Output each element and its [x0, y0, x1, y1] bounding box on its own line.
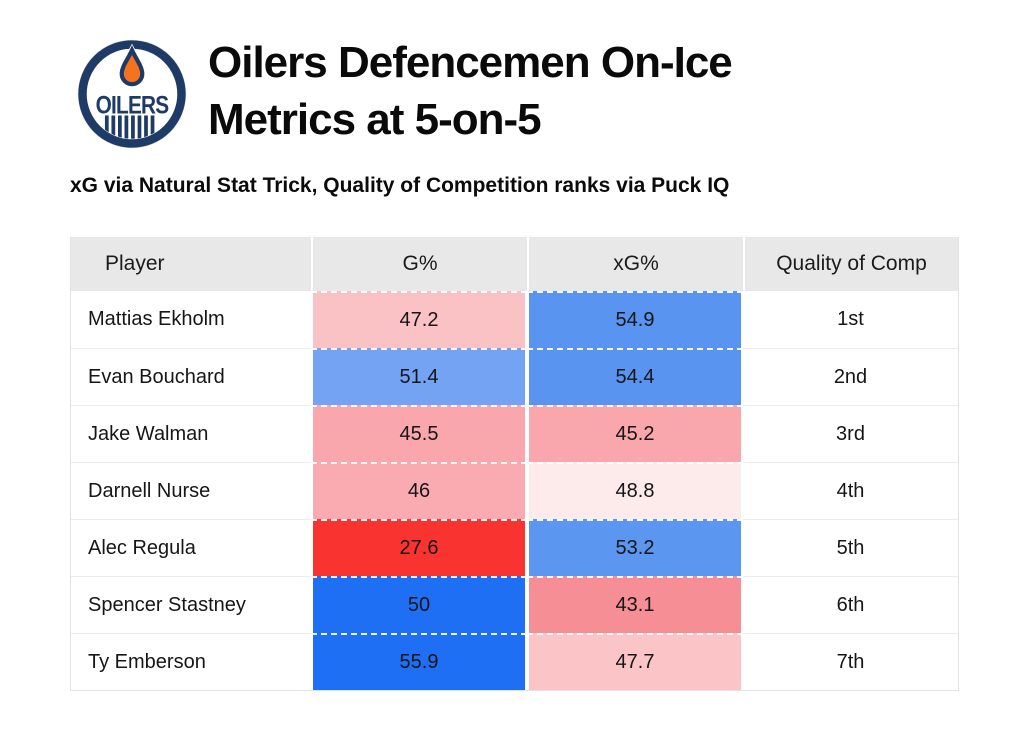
player-name: Mattias Ekholm — [88, 308, 225, 330]
g-pct-cell: 47.2 — [311, 291, 527, 348]
g-pct-cell: 55.9 — [311, 633, 527, 690]
quality-rank: 2nd — [743, 348, 958, 405]
g-pct-cell: 46 — [311, 462, 527, 519]
table-row: Jake Walman 45.5 45.2 3rd — [71, 405, 958, 462]
player-name: Darnell Nurse — [71, 462, 311, 519]
g-pct-cell: 45.5 — [311, 405, 527, 462]
xg-pct-cell: 45.2 — [527, 405, 743, 462]
page-title: Oilers Defencemen On-Ice Metrics at 5-on-… — [208, 34, 733, 148]
quality-rank: 5th — [743, 519, 958, 576]
column-header-xg-pct: xG% — [527, 237, 743, 291]
logo-stripes — [104, 115, 155, 139]
xg-pct-cell: 47.7 — [527, 633, 743, 690]
player-name: Alec Regula — [71, 519, 311, 576]
player-name: Evan Bouchard — [71, 348, 311, 405]
table-row: Darnell Nurse 46 48.8 4th — [71, 462, 958, 519]
xg-pct-cell: 53.2 — [527, 519, 743, 576]
table-row: Ty Emberson 55.9 47.7 7th — [71, 633, 958, 690]
table-rows: Mattias Ekholm 47.2 54.9 1st Evan Boucha… — [71, 291, 958, 690]
column-header-player: Player — [105, 252, 165, 275]
xg-pct-cell: 43.1 — [527, 576, 743, 633]
table-row: Mattias Ekholm 47.2 54.9 1st — [71, 291, 958, 348]
quality-rank: 7th — [743, 633, 958, 690]
player-name: Spencer Stastney — [71, 576, 311, 633]
table-row: Alec Regula 27.6 53.2 5th — [71, 519, 958, 576]
title-line-2: Metrics at 5-on-5 — [208, 95, 542, 144]
xg-pct-cell: 54.4 — [527, 348, 743, 405]
table-row: Spencer Stastney 50 43.1 6th — [71, 576, 958, 633]
g-pct-cell: 50 — [311, 576, 527, 633]
column-header-quality-of-comp: Quality of Comp — [743, 237, 958, 291]
page-subtitle: xG via Natural Stat Trick, Quality of Co… — [70, 174, 730, 197]
oil-drop-icon — [119, 45, 145, 87]
logo-wordmark: OILERS — [96, 92, 169, 120]
table-row: Evan Bouchard 51.4 54.4 2nd — [71, 348, 958, 405]
metrics-table: Player G% xG% Quality of Comp Mattias Ek… — [70, 237, 959, 691]
g-pct-cell: 27.6 — [311, 519, 527, 576]
xg-pct-cell: 48.8 — [527, 462, 743, 519]
table-header-row: Player G% xG% Quality of Comp — [71, 237, 958, 291]
player-name: Ty Emberson — [71, 633, 311, 690]
oilers-logo: OILERS — [77, 39, 187, 149]
xg-pct-cell: 54.9 — [527, 291, 743, 348]
quality-rank: 1st — [837, 308, 864, 330]
title-line-1: Oilers Defencemen On-Ice — [208, 38, 733, 87]
quality-rank: 6th — [743, 576, 958, 633]
player-name: Jake Walman — [71, 405, 311, 462]
quality-rank: 4th — [743, 462, 958, 519]
g-pct-cell: 51.4 — [311, 348, 527, 405]
column-header-g-pct: G% — [311, 237, 527, 291]
quality-rank: 3rd — [743, 405, 958, 462]
